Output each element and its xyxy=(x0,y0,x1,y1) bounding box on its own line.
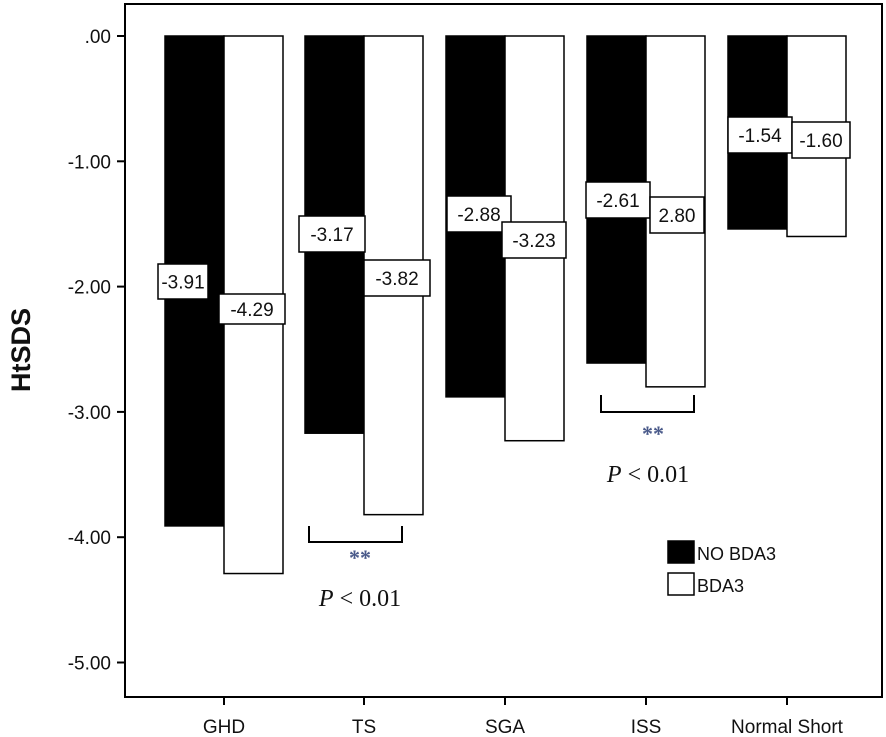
data-label: -2.88 xyxy=(457,205,500,226)
y-tick-label: -4.00 xyxy=(68,528,111,549)
x-tick-label: TS xyxy=(352,717,376,737)
data-label: -3.82 xyxy=(375,269,418,290)
x-tick-label: GHD xyxy=(203,717,245,737)
legend-swatch-bda3 xyxy=(667,572,695,596)
legend-label-no-bda3: NO BDA3 xyxy=(697,544,776,564)
significance-stars: ** xyxy=(642,421,664,446)
plot-frame xyxy=(124,3,883,698)
y-tick-label: -5.00 xyxy=(68,654,111,675)
data-label-box xyxy=(585,181,651,219)
y-tick-label: .00 xyxy=(85,27,111,48)
y-tick-label: -2.00 xyxy=(68,278,111,299)
data-label: -4.29 xyxy=(230,300,273,321)
data-label-box xyxy=(157,263,209,300)
data-label: -3.23 xyxy=(512,231,555,252)
y-tick-label: -1.00 xyxy=(68,152,111,173)
legend: NO BDA3 BDA3 xyxy=(667,540,776,596)
x-tick-label: Normal Short xyxy=(731,717,844,737)
significance-bracket xyxy=(308,526,403,543)
data-label-box xyxy=(501,221,567,259)
y-axis-label: HtSDS xyxy=(6,308,36,392)
legend-label-bda3: BDA3 xyxy=(697,576,744,596)
legend-swatch-no-bda3 xyxy=(667,540,695,564)
data-label-box xyxy=(363,259,431,297)
significance-bracket xyxy=(600,395,695,413)
data-label: -3.17 xyxy=(310,225,353,246)
p-value-annotation: P < 0.01 xyxy=(318,586,401,612)
y-tick-label: -3.00 xyxy=(68,403,111,424)
plot-area: .00 -1.00 -2.00 -3.00 -4.00 -5.00 GHD TS SGA ISS N… xyxy=(68,3,883,737)
data-label-box xyxy=(791,121,851,159)
data-label-box xyxy=(446,195,512,233)
data-label-box xyxy=(649,196,705,234)
data-label-box xyxy=(298,215,366,253)
p-value-annotation: P < 0.01 xyxy=(606,462,689,488)
data-label-box xyxy=(218,293,286,325)
data-label: -1.60 xyxy=(799,131,842,152)
x-tick-label: SGA xyxy=(485,717,525,737)
data-label: 2.80 xyxy=(659,206,696,227)
x-tick-label: ISS xyxy=(631,717,662,737)
data-label: -1.54 xyxy=(738,126,782,147)
significance-stars: ** xyxy=(349,545,371,570)
data-label: -2.61 xyxy=(596,191,639,212)
data-label-box xyxy=(727,116,793,154)
data-label: -3.91 xyxy=(161,273,204,294)
